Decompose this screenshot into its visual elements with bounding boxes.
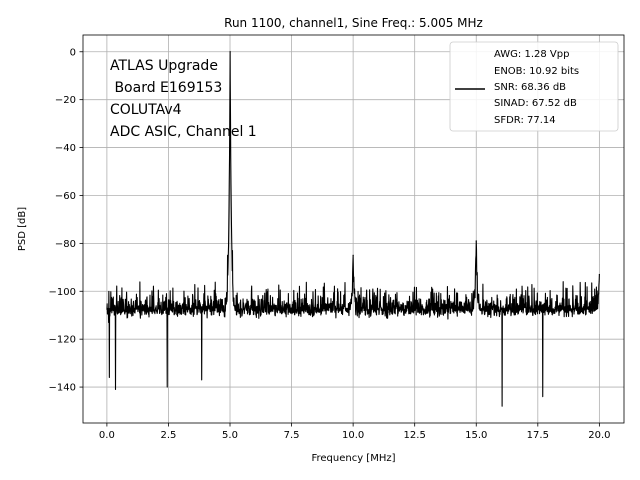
legend-box [449,41,619,132]
x-tick-label: 5.0 [222,430,238,441]
annotation-line-3: COLUTAv4 [110,102,182,118]
y-tick-label: −60 [55,191,76,202]
x-tick-label: 20.0 [588,430,610,441]
y-tick-label: −120 [49,335,76,346]
spectral-peak-point [229,51,231,53]
chart-title: Run 1100, channel1, Sine Freq.: 5.005 MH… [224,16,483,30]
spectral-peak-point [598,273,600,276]
legend-line-3: SNR: 68.36 dB [494,82,566,93]
x-tick-label: 2.5 [160,430,176,441]
legend-line-5: SFDR: 77.14 [494,115,556,126]
y-axis-label: PSD [dB] [17,207,28,251]
y-tick-label: −100 [49,287,76,298]
legend-line-2: ENOB: 10.92 bits [494,66,579,77]
legend-line-4: SINAD: 67.52 dB [494,98,577,109]
legend: AWG: 1.28 Vpp ENOB: 10.92 bits SNR: 68.3… [449,41,619,132]
x-axis-label: Frequency [MHz] [311,453,395,464]
y-tick-label: −40 [55,143,76,154]
legend-line-1: AWG: 1.28 Vpp [494,49,569,60]
x-tick-label: 10.0 [342,430,364,441]
annotation-text: ATLAS Upgrade Board E169153 COLUTAv4 ADC… [110,58,257,140]
spectral-peak-point [475,240,477,242]
y-tick-label: −80 [55,239,76,250]
y-tick-label: −20 [55,95,76,106]
data-layer [106,51,600,407]
x-tick-label: 12.5 [404,430,426,441]
annotation-line-4: ADC ASIC, Channel 1 [110,124,257,140]
annotation-line-1: ATLAS Upgrade [110,58,218,74]
y-tick-label: −140 [49,383,76,394]
x-tick-label: 15.0 [465,430,487,441]
x-tick-label: 17.5 [527,430,549,441]
y-tick-label: 0 [70,47,76,58]
x-tick-label: 0.0 [99,430,115,441]
annotation-line-2: Board E169153 [110,80,222,96]
grid [83,35,624,423]
spectral-peak-point [352,254,354,256]
ticks: 0.0 2.5 5.0 7.5 10.0 12.5 15.0 17.5 20.0 0 −20 −40 −… [49,47,611,441]
x-tick-label: 7.5 [284,430,300,441]
